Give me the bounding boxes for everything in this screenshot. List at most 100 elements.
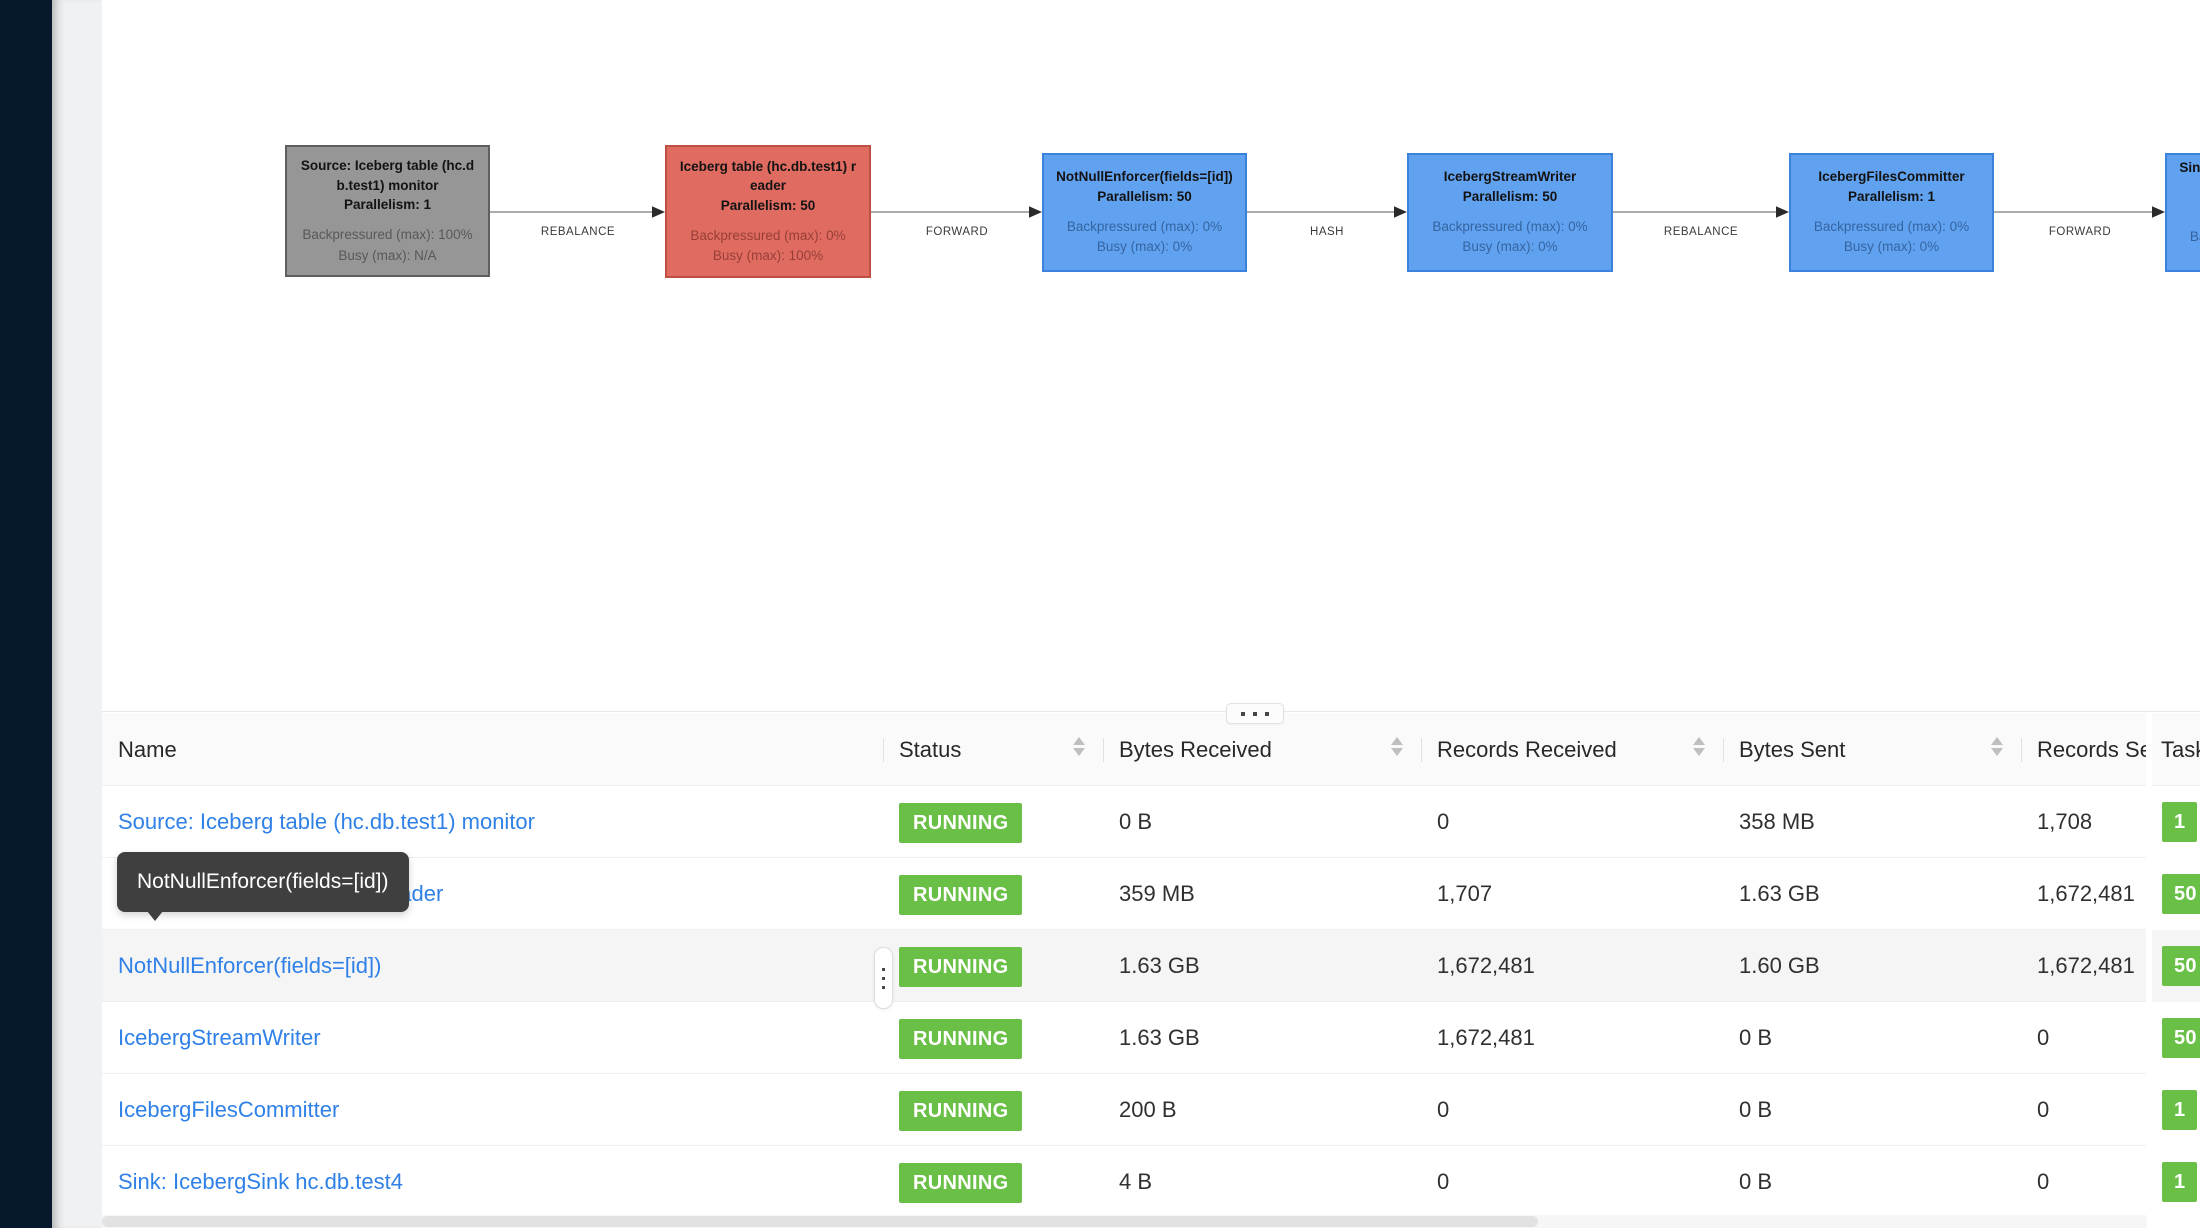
node-busy: Busy (max): 0% <box>1462 239 1558 255</box>
graph-node-streamwriter[interactable]: IcebergStreamWriter Parallelism: 50 Back… <box>1407 153 1613 272</box>
table-row: IcebergStreamWriter RUNNING 1.63 GB 1,67… <box>102 1002 2147 1074</box>
header-divider <box>1421 738 1422 762</box>
records-sent-cell: 0 <box>2037 1025 2050 1050</box>
node-backpressured: Backpressured (max): 0% <box>690 227 846 243</box>
graph-node-sink[interactable]: Sink: IcebergSink hc.db.test4 Parallelis… <box>2165 153 2200 272</box>
sort-carets-icon <box>1073 737 1085 756</box>
job-graph-edges: REBALANCE FORWARD HASH REBALANCE FORWARD <box>490 206 2165 238</box>
table-row: Sink: IcebergSink hc.db.test4 RUNNING 4 … <box>102 1146 2147 1218</box>
panel-resize-handle[interactable] <box>1226 703 1284 724</box>
bytes-received-cell: 4 B <box>1119 1169 1153 1194</box>
tasks-badge: 1 <box>2162 802 2198 842</box>
status-badge: RUNNING <box>899 875 1023 915</box>
bytes-sent-cell: 0 B <box>1739 1025 1773 1050</box>
graph-node-filescommitter[interactable]: IcebergFilesCommitter Parallelism: 1 Bac… <box>1789 153 1994 272</box>
records-sent-cell: 1,708 <box>2037 809 2093 834</box>
sort-carets-icon <box>1693 737 1705 756</box>
column-resize-handle[interactable] <box>874 947 893 1009</box>
bytes-received-cell: 359 MB <box>1119 881 1195 906</box>
edge-label: REBALANCE <box>541 226 615 238</box>
node-parallelism: Parallelism: 50 <box>1462 188 1558 204</box>
tasks-cell: 50 <box>2152 858 2200 930</box>
column-header-name[interactable]: Name <box>118 737 177 762</box>
records-received-cell: 1,672,481 <box>1437 953 1535 978</box>
graph-node-source-monitor[interactable]: Source: Iceberg table (hc.db.test1) moni… <box>285 145 490 277</box>
status-badge: RUNNING <box>899 803 1023 843</box>
node-busy: Busy (max): 100% <box>712 248 824 264</box>
records-sent-cell: 1,672,481 <box>2037 881 2135 906</box>
bytes-sent-cell: 1.60 GB <box>1739 953 1820 978</box>
status-badge: RUNNING <box>899 1163 1023 1203</box>
node-title: IcebergStreamWriter <box>1443 169 1577 185</box>
task-name-link[interactable]: NotNullEnforcer(fields=[id]) <box>118 953 382 978</box>
header-divider <box>1103 738 1104 762</box>
task-name-link[interactable]: Sink: IcebergSink hc.db.test4 <box>118 1169 403 1194</box>
column-header-label: Status <box>899 737 962 762</box>
node-title: Source: Iceberg table (hc.db.test1) moni… <box>300 158 475 193</box>
column-header-label: Bytes Sent <box>1739 737 1846 762</box>
bytes-sent-cell: 0 B <box>1739 1169 1773 1194</box>
sort-carets-icon <box>1391 737 1403 756</box>
task-name-link[interactable]: Source: Iceberg table (hc.db.test1) moni… <box>118 809 535 834</box>
edge-label: FORWARD <box>2049 226 2111 238</box>
node-busy: Busy (max): 0% <box>1843 239 1940 255</box>
tooltip-text: NotNullEnforcer(fields=[id]) <box>137 870 389 893</box>
status-badge: RUNNING <box>899 947 1023 987</box>
table-row: IcebergFilesCommitter RUNNING 200 B 0 0 … <box>102 1074 2147 1146</box>
ellipsis-icon <box>1241 711 1269 716</box>
node-parallelism: Parallelism: 50 <box>720 197 816 213</box>
node-parallelism: Parallelism: 1 <box>1847 188 1936 204</box>
node-busy: Busy (max): N/A <box>338 247 437 263</box>
bytes-received-cell: 1.63 GB <box>1119 1025 1200 1050</box>
bytes-received-cell: 200 B <box>1119 1097 1177 1122</box>
column-header-tasks[interactable]: Tasks <box>2152 713 2200 786</box>
column-header-records-sent[interactable]: Records Sent <box>2037 737 2147 762</box>
node-busy: Busy (max): 0% <box>1096 239 1193 255</box>
bytes-received-cell: 1.63 GB <box>1119 953 1200 978</box>
node-title: Sink: IcebergSink hc.db.test4 <box>2179 159 2200 175</box>
tasks-cell: 1 <box>2152 1146 2200 1218</box>
status-cell: RUNNING <box>883 930 1103 1001</box>
edge-label: FORWARD <box>926 226 988 238</box>
edge-label: HASH <box>1310 226 1344 238</box>
bytes-sent-cell: 1.63 GB <box>1739 881 1820 906</box>
column-header-bytes-sent[interactable]: Bytes Sent <box>1723 713 2021 785</box>
graph-node-notnullenforcer[interactable]: NotNullEnforcer(fields=[id]) Parallelism… <box>1042 153 1247 272</box>
status-badge: RUNNING <box>899 1019 1023 1059</box>
bytes-sent-cell: 358 MB <box>1739 809 1815 834</box>
status-cell: RUNNING <box>883 1146 1103 1217</box>
column-header-status[interactable]: Status <box>883 713 1103 785</box>
tasks-badge: 50 <box>2162 874 2200 914</box>
column-header-bytes-received[interactable]: Bytes Received <box>1103 713 1421 785</box>
task-name-link[interactable]: IcebergFilesCommitter <box>118 1097 340 1122</box>
bytes-received-cell: 0 B <box>1119 809 1153 834</box>
horizontal-scrollbar-thumb[interactable] <box>102 1216 1538 1227</box>
tasks-badge: 1 <box>2162 1162 2198 1202</box>
column-header-records-received[interactable]: Records Received <box>1421 713 1723 785</box>
status-cell: RUNNING <box>883 786 1103 857</box>
edge-label: REBALANCE <box>1664 226 1738 238</box>
node-title: Iceberg table (hc.db.test1) reader <box>679 158 857 194</box>
node-backpressured: Backpressured (max): 0% <box>1432 219 1588 235</box>
status-badge: RUNNING <box>899 1091 1023 1131</box>
records-received-cell: 1,707 <box>1437 881 1493 906</box>
horizontal-scrollbar-track[interactable] <box>102 1215 2147 1228</box>
table-body: Source: Iceberg table (hc.db.test1) moni… <box>102 786 2147 1218</box>
table-row: Source: Iceberg table (hc.db.test1) moni… <box>102 786 2147 858</box>
status-cell: RUNNING <box>883 1074 1103 1145</box>
header-divider <box>883 738 884 762</box>
graph-node-reader[interactable]: Iceberg table (hc.db.test1) reader Paral… <box>665 145 871 278</box>
node-parallelism: Parallelism: 50 <box>1097 188 1192 204</box>
records-received-cell: 0 <box>1437 1097 1450 1122</box>
task-name-link[interactable]: IcebergStreamWriter <box>118 1025 321 1050</box>
node-backpressured: Backpressured (max): 0% <box>2189 228 2200 244</box>
job-graph-canvas[interactable]: REBALANCE FORWARD HASH REBALANCE FORWARD… <box>102 0 2200 712</box>
tasks-badge: 50 <box>2162 946 2200 986</box>
page-gutter <box>52 0 102 1228</box>
node-parallelism: Parallelism: 1 <box>2179 197 2200 217</box>
tasks-badge: 50 <box>2162 1018 2200 1058</box>
node-parallelism: Parallelism: 1 <box>343 197 432 213</box>
tasks-badge: 1 <box>2162 1090 2198 1130</box>
bytes-sent-cell: 0 B <box>1739 1097 1773 1122</box>
records-received-cell: 0 <box>1437 809 1450 834</box>
